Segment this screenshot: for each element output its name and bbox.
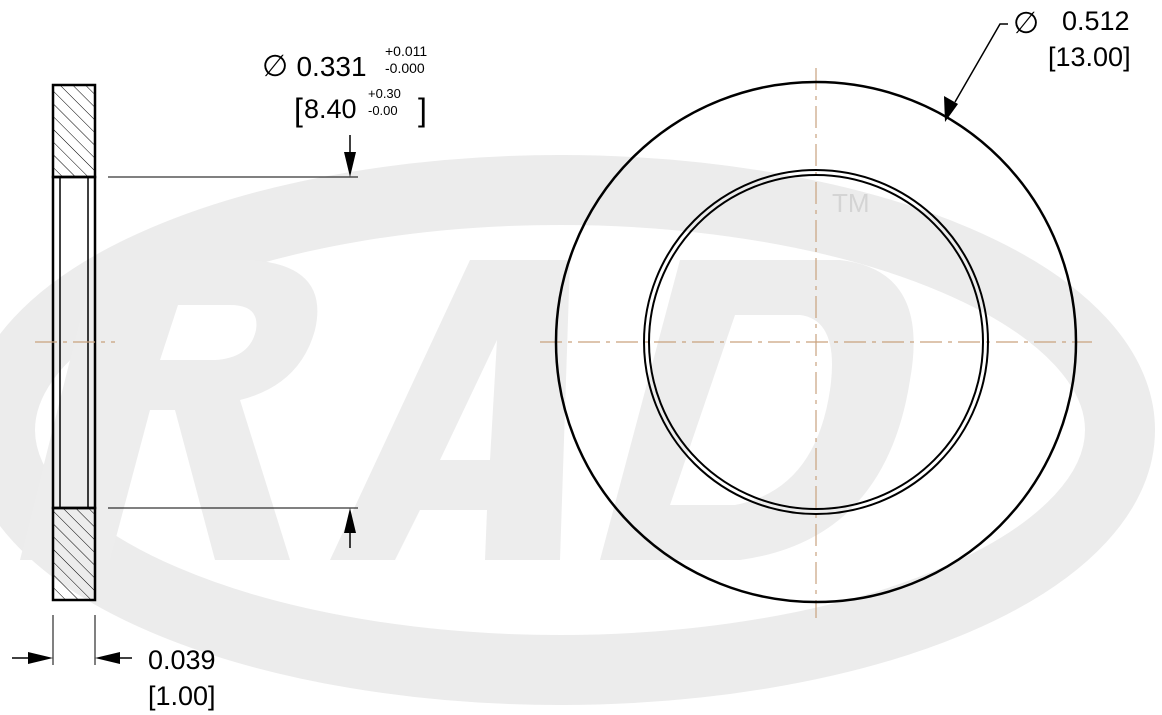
- arrowhead: [28, 652, 53, 664]
- inner-diameter-mm: 8.40: [304, 94, 357, 124]
- inner-circle: [648, 174, 984, 510]
- inner-diameter-mm-close: ]: [418, 92, 427, 128]
- thickness-inch: 0.039: [148, 645, 216, 675]
- arrowhead: [944, 96, 958, 122]
- inner-diameter-inch-tol-plus: +0.011: [385, 43, 427, 59]
- inner-diameter-inch-tol-minus: -0.000: [385, 60, 425, 76]
- diameter-symbol: ∅: [262, 50, 288, 83]
- watermark-letters: [20, 260, 914, 560]
- watermark-logo: TM: [0, 155, 1155, 705]
- side-view: [35, 83, 115, 602]
- trademark-label: TM: [832, 188, 870, 218]
- thickness-mm: [1.00]: [148, 681, 216, 711]
- arrowhead: [344, 508, 356, 533]
- outer-diameter-inch: 0.512: [1062, 6, 1130, 36]
- dimension-leader: [954, 23, 1008, 103]
- thickness-dimension: 0.039 [1.00]: [12, 615, 216, 711]
- hatched-section-bottom: [51, 506, 97, 602]
- inner-diameter-inch: 0.331: [296, 51, 366, 82]
- outer-diameter-dimension: ∅ 0.512 [13.00]: [944, 6, 1131, 122]
- inner-circle: [643, 169, 989, 515]
- arrowhead: [95, 652, 120, 664]
- outer-circle: [554, 80, 1078, 604]
- watermark-ellipse: [0, 155, 1155, 705]
- inner-diameter-mm-tol-plus: +0.30: [368, 86, 401, 101]
- hatched-section-top: [51, 83, 97, 179]
- outer-diameter-mm: [13.00]: [1048, 42, 1131, 72]
- svg-text:∅ 0.331: ∅ 0.331: [262, 50, 367, 83]
- front-view: [540, 68, 1092, 618]
- arrowhead: [344, 152, 356, 177]
- inner-diameter-mm-tol-minus: -0.00: [368, 103, 398, 118]
- inner-diameter-dimension: ∅ 0.331 +0.011 -0.000 [ 8.40 +0.30 -0.00…: [108, 43, 427, 548]
- inner-diameter-mm-open: [: [294, 92, 303, 128]
- diameter-symbol: ∅: [1013, 7, 1039, 40]
